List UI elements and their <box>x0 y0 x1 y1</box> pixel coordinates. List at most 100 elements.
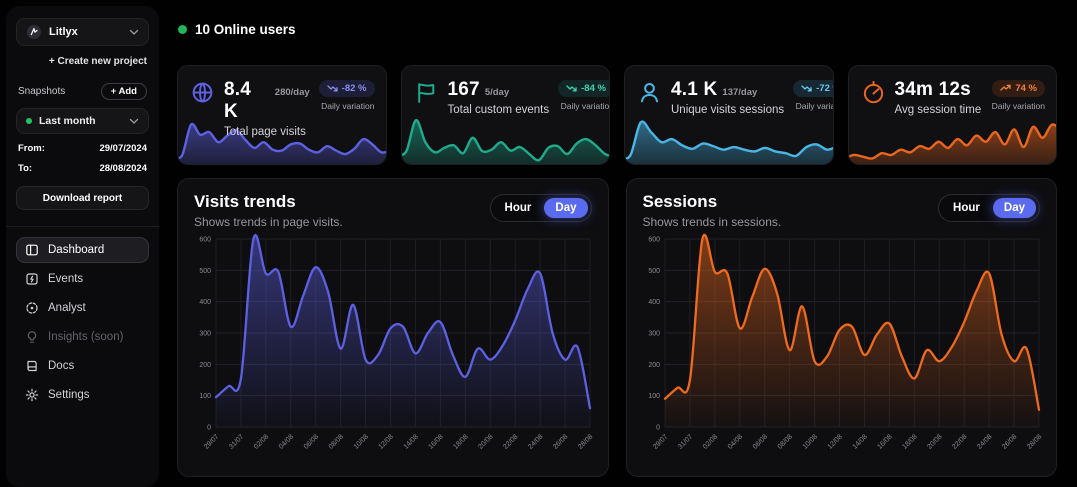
analyst-icon <box>25 301 39 315</box>
sidebar-item-analyst[interactable]: Analyst <box>16 295 149 321</box>
nav-label: Dashboard <box>48 244 105 256</box>
online-users: 10 Online users <box>178 22 296 37</box>
sidebar-divider <box>6 226 159 227</box>
svg-text:0: 0 <box>656 425 660 432</box>
sidebar-item-insights[interactable]: Insights (soon) <box>16 324 149 350</box>
daily-variation-badge: 74 % <box>992 79 1045 97</box>
sidebar-item-docs[interactable]: Docs <box>16 353 149 379</box>
variation-value: -72 % <box>816 82 832 94</box>
nav-label: Analyst <box>48 302 86 314</box>
stat-value: 8.4 K <box>224 79 252 122</box>
sidebar-item-settings[interactable]: Settings <box>16 382 149 408</box>
sidebar-item-dashboard[interactable]: Dashboard <box>16 237 149 263</box>
hour-button[interactable]: Hour <box>494 198 543 218</box>
stat-card-page-visits: 8.4 K 280/day Total page visits -82 % Da… <box>177 65 387 165</box>
svg-text:100: 100 <box>648 393 660 400</box>
charts-row: Visits trends Shows trends in page visit… <box>177 178 1057 477</box>
hour-button[interactable]: Hour <box>942 198 991 218</box>
svg-text:28/08: 28/08 <box>1026 433 1043 450</box>
variation-value: -84 % <box>581 82 606 94</box>
stat-title: Avg session time <box>894 104 982 116</box>
snapshot-status-dot <box>26 118 32 124</box>
trend-down-icon <box>566 85 577 92</box>
nav-label: Insights (soon) <box>48 331 124 343</box>
svg-text:10/08: 10/08 <box>353 433 370 450</box>
project-name: Litlyx <box>49 26 78 38</box>
day-button[interactable]: Day <box>544 198 588 218</box>
online-status-dot <box>178 25 187 34</box>
svg-text:400: 400 <box>648 299 660 306</box>
variation-label: Daily variation <box>795 101 833 111</box>
nav-label: Events <box>48 273 84 285</box>
globe-icon <box>190 80 215 138</box>
stat-per-day: 280/day <box>274 87 310 98</box>
snapshots-row: Snapshots + Add <box>16 83 149 100</box>
variation-label: Daily variation <box>560 101 610 111</box>
svg-text:12/08: 12/08 <box>826 433 843 450</box>
from-value: 29/07/2024 <box>99 143 147 154</box>
svg-text:02/08: 02/08 <box>702 433 719 450</box>
visits-trends-chart: 0 100 200 300 400 500 600 29/07 31/07 02/08 04/08 0… <box>200 234 595 451</box>
page-visits-sparkline <box>177 122 386 164</box>
trend-down-icon <box>327 85 338 92</box>
trend-up-icon <box>1000 84 1011 91</box>
chart-subtitle: Shows trends in sessions. <box>642 215 782 229</box>
svg-text:04/08: 04/08 <box>727 433 744 450</box>
dashboard-icon <box>25 243 39 257</box>
create-new-project-link[interactable]: + Create new project <box>48 56 147 67</box>
stat-card-avg-session-time: 34m 12s Avg session time 74 % Daily vari… <box>847 65 1057 165</box>
user-icon <box>637 80 662 116</box>
nav-label: Docs <box>48 360 75 372</box>
to-label: To: <box>18 163 33 174</box>
svg-text:24/08: 24/08 <box>976 433 993 450</box>
svg-text:02/08: 02/08 <box>253 433 270 450</box>
stat-title: Unique visits sessions <box>671 104 785 116</box>
svg-text:20/08: 20/08 <box>926 433 943 450</box>
svg-text:0: 0 <box>207 425 211 432</box>
svg-text:600: 600 <box>200 237 212 244</box>
trend-down-icon <box>801 85 812 92</box>
settings-icon <box>25 388 39 402</box>
download-report-button[interactable]: Download report <box>16 186 149 210</box>
svg-text:06/08: 06/08 <box>752 433 769 450</box>
stat-per-day: 5/day <box>484 87 510 98</box>
snapshot-selector[interactable]: Last month <box>16 108 149 134</box>
svg-text:29/07: 29/07 <box>203 433 220 450</box>
avg-session-time-sparkline <box>848 123 1057 164</box>
nav-label: Settings <box>48 389 90 401</box>
online-users-label: 10 Online users <box>195 22 296 37</box>
docs-icon <box>25 359 39 373</box>
stat-cards-row: 8.4 K 280/day Total page visits -82 % Da… <box>177 65 1057 165</box>
svg-text:20/08: 20/08 <box>478 433 495 450</box>
svg-text:04/08: 04/08 <box>278 433 295 450</box>
svg-text:26/08: 26/08 <box>552 433 569 450</box>
daily-variation-badge: -82 % <box>318 79 375 97</box>
svg-text:29/07: 29/07 <box>652 433 669 450</box>
sessions-chart: 0 100 200 300 400 500 600 29/07 31/07 02/08 04/08 0… <box>648 234 1043 451</box>
main-content: 10 Online users 8.4 K 280/day Total page… <box>165 0 1077 487</box>
stat-title: Total page visits <box>224 126 306 138</box>
svg-text:16/08: 16/08 <box>876 433 893 450</box>
to-value: 28/08/2024 <box>99 163 147 174</box>
chart-title: Sessions <box>642 192 718 211</box>
custom-events-sparkline <box>401 118 610 164</box>
svg-text:22/08: 22/08 <box>951 433 968 450</box>
svg-text:16/08: 16/08 <box>428 433 445 450</box>
snapshots-label: Snapshots <box>18 86 66 97</box>
daily-variation-badge: -84 % <box>558 79 610 97</box>
svg-text:14/08: 14/08 <box>403 433 420 450</box>
date-from-row: From: 29/07/2024 <box>16 143 149 154</box>
visits-trends-panel: Visits trends Shows trends in page visit… <box>177 178 609 477</box>
add-snapshot-button[interactable]: + Add <box>100 83 147 100</box>
project-selector[interactable]: Litlyx <box>16 18 149 46</box>
events-icon <box>25 272 39 286</box>
svg-text:300: 300 <box>648 331 660 338</box>
day-button[interactable]: Day <box>992 198 1036 218</box>
sidebar-item-events[interactable]: Events <box>16 266 149 292</box>
svg-text:600: 600 <box>648 237 660 244</box>
variation-value: 74 % <box>1015 82 1037 94</box>
svg-text:10/08: 10/08 <box>801 433 818 450</box>
chart-subtitle: Shows trends in page visits. <box>194 215 343 229</box>
svg-text:500: 500 <box>648 268 660 275</box>
chevron-down-icon <box>129 118 139 124</box>
